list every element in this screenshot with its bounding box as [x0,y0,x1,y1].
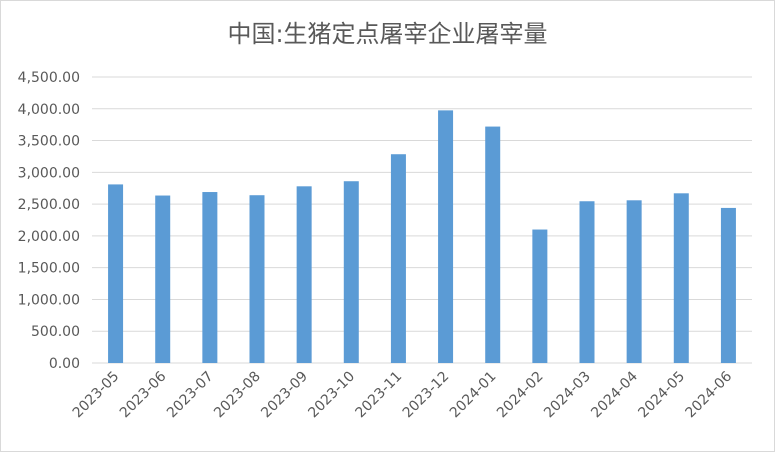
bar-2023-07 [202,192,218,363]
y-tick-label: 0.00 [49,356,80,372]
x-tick-label: 2024-04 [588,368,641,421]
bar-2023-10 [343,181,359,363]
grid-lines [92,76,752,364]
x-tick-label: 2023-05 [70,369,123,422]
x-tick-label: 2023-12 [400,369,453,422]
bar-2024-04 [626,200,642,363]
chart-title: 中国:生猪定点屠宰企业屠宰量 [227,20,548,48]
bar-2024-05 [673,193,689,363]
bar-2024-01 [485,126,501,363]
bar-2024-06 [720,207,736,363]
y-tick-label: 4,500.00 [18,70,80,86]
y-tick-label: 2,000.00 [18,229,80,245]
bar-2023-12 [438,110,454,363]
x-tick-label: 2024-01 [447,369,500,422]
bar-2024-03 [579,201,595,363]
y-tick-label: 3,000.00 [18,165,80,181]
bar-2023-06 [155,195,171,363]
x-tick-label: 2023-11 [353,369,406,422]
y-tick-label: 500.00 [31,324,80,340]
x-tick-label: 2023-10 [305,369,358,422]
x-axis-tick-labels: 2023-052023-062023-072023-082023-092023-… [70,368,736,421]
bar-2023-08 [249,195,265,363]
bar-2023-05 [108,184,124,363]
x-tick-label: 2023-09 [258,369,311,422]
x-tick-label: 2024-06 [683,368,736,421]
x-tick-label: 2024-05 [635,369,688,422]
x-tick-label: 2023-08 [211,369,264,422]
y-tick-label: 4,000.00 [18,102,80,118]
x-tick-label: 2024-02 [494,369,547,422]
bar-2024-02 [532,229,548,363]
x-tick-label: 2023-07 [164,369,217,422]
y-tick-label: 2,500.00 [18,197,80,213]
bar-2023-09 [296,186,312,363]
x-tick-label: 2024-03 [541,369,594,422]
bar-2023-11 [390,154,406,363]
bars [108,110,736,363]
x-tick-label: 2023-06 [117,368,170,421]
y-tick-label: 3,500.00 [18,134,80,150]
y-tick-label: 1,500.00 [18,261,80,277]
y-tick-label: 1,000.00 [18,292,80,308]
y-axis-tick-labels: 0.00 500.00 1,000.00 1,500.00 2,000.00 2,500.… [18,70,80,372]
